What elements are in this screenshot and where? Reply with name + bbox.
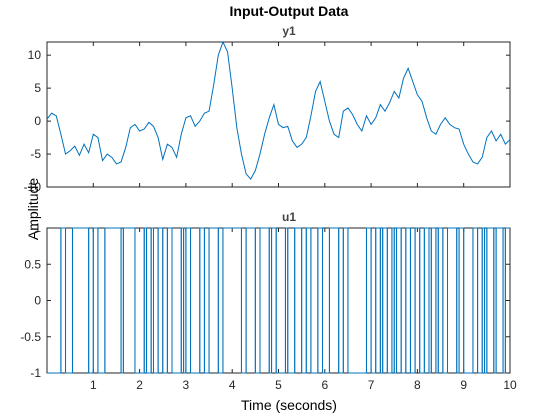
x-tick-label: 1 [90, 378, 97, 392]
y-tick-label: 1 [34, 221, 41, 235]
y-ticks-y1: -10 -5 0 5 10 [24, 48, 510, 194]
series-points-y1 [46, 41, 511, 180]
y-tick-label: 5 [34, 81, 41, 95]
y-tick-label: 10 [28, 48, 42, 62]
x-ticks-y1 [92, 42, 511, 187]
x-tick-label: 5 [275, 378, 282, 392]
x-tick-label: 2 [136, 378, 143, 392]
chart-title: Input-Output Data [230, 3, 349, 19]
y-tick-label: 0.5 [24, 257, 41, 271]
panel-title-u1: u1 [282, 210, 296, 224]
x-tick-label: 7 [368, 378, 375, 392]
y-tick-label: -10 [24, 180, 42, 194]
y-axis-label: Amplitude [25, 178, 41, 240]
y-tick-label: 0 [34, 294, 41, 308]
x-tick-label: 9 [460, 378, 467, 392]
x-tick-label: 3 [183, 378, 190, 392]
x-tick-label: 8 [414, 378, 421, 392]
x-tick-label: 4 [229, 378, 236, 392]
panel-u1: u1 1 2 3 4 5 6 7 8 9 10 -1 -0.5 0 0.5 1 [20, 210, 517, 392]
y-tick-label: -1 [30, 366, 41, 380]
series-transitions-u1 [60, 228, 506, 373]
panel-y1: y1 -10 -5 0 5 10 [24, 24, 511, 194]
x-tick-label: 6 [321, 378, 328, 392]
panel-title-y1: y1 [282, 24, 296, 38]
x-tick-label: 10 [503, 378, 517, 392]
y-tick-label: -5 [30, 147, 41, 161]
x-axis-label: Time (seconds) [241, 397, 337, 413]
y-tick-label: 0 [34, 114, 41, 128]
y-tick-label: -0.5 [20, 330, 41, 344]
